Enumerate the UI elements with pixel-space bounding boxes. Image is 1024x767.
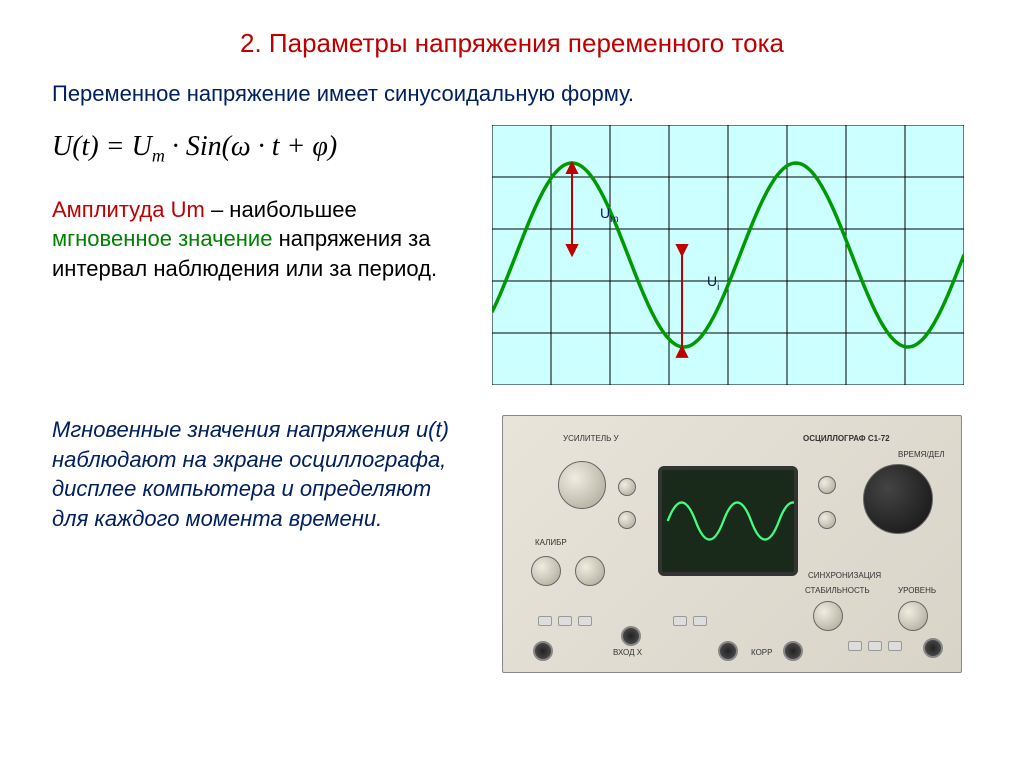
- bottom-row: Мгновенные значения напряжения u(t) набл…: [0, 385, 1024, 673]
- osc-screen: [658, 466, 798, 576]
- formula-eq: =: [99, 131, 132, 162]
- formula-dot: ·: [165, 131, 186, 162]
- osc-knob-level: [898, 601, 928, 631]
- amp-red: Амплитуда Um: [52, 197, 205, 222]
- osc-btn-5: [693, 616, 707, 626]
- osc-knob-pos2: [618, 511, 636, 529]
- osc-knob-gain: [558, 461, 606, 509]
- osc-label-sync: СИНХРОНИЗАЦИЯ: [808, 571, 881, 580]
- formula-phi: φ: [312, 131, 328, 162]
- chart-svg: [492, 125, 964, 385]
- formula-Um-m: m: [152, 146, 165, 166]
- osc-label-korr: КОРР: [751, 648, 772, 657]
- formula-dot2: ·: [251, 131, 272, 162]
- osc-label-stab: СТАБИЛЬНОСТЬ: [805, 586, 870, 595]
- osc-btn-1: [538, 616, 552, 626]
- formula-omega: ω: [231, 131, 251, 162]
- osc-label-amp: УСИЛИТЕЛЬ У: [563, 434, 619, 443]
- osc-screen-svg: [662, 470, 794, 572]
- label-Um-sub: m: [610, 214, 618, 225]
- osc-label-title: ОСЦИЛЛОГРАФ С1-72: [803, 434, 890, 443]
- subtitle: Переменное напряжение имеет синусоидальн…: [0, 59, 1024, 107]
- osc-socket-5: [923, 638, 943, 658]
- amplitude-paragraph: Амплитуда Um – наибольшее мгновенное зна…: [52, 195, 472, 284]
- osc-label-vhod: ВХОД Х: [613, 648, 642, 657]
- chart-label-ui: Ui: [707, 273, 719, 293]
- sine-chart: Um Ui: [492, 125, 964, 385]
- osc-knob-2: [575, 556, 605, 586]
- oscilloscope-photo: УСИЛИТЕЛЬ У ОСЦИЛЛОГРАФ С1-72 ВРЕМЯ/ДЕЛ …: [502, 415, 962, 673]
- formula-U: U: [52, 131, 72, 162]
- osc-label-level: УРОВЕНЬ: [898, 586, 936, 595]
- amp-green: мгновенное значение: [52, 226, 272, 251]
- osc-btn-7: [868, 641, 882, 651]
- formula-Um-U: U: [132, 131, 152, 162]
- bottom-paragraph: Мгновенные значения напряжения u(t) набл…: [52, 415, 472, 534]
- label-Ui-U: U: [707, 273, 717, 289]
- osc-btn-6: [848, 641, 862, 651]
- formula-sin: Sin: [186, 131, 222, 162]
- osc-label-kalibr: КАЛИБР: [535, 538, 567, 547]
- osc-socket-3: [718, 641, 738, 661]
- chart-container: Um Ui: [492, 125, 964, 385]
- osc-knob-t1: [818, 476, 836, 494]
- osc-btn-3: [578, 616, 592, 626]
- left-column: U(t) = Um · Sin(ω · t + φ) Амплитуда Um …: [52, 125, 472, 385]
- formula-open: (: [222, 131, 231, 162]
- formula: U(t) = Um · Sin(ω · t + φ): [52, 125, 472, 195]
- osc-socket-2: [621, 626, 641, 646]
- osc-btn-2: [558, 616, 572, 626]
- osc-knob-kalibr: [531, 556, 561, 586]
- content-row: U(t) = Um · Sin(ω · t + φ) Амплитуда Um …: [0, 107, 1024, 385]
- page-title: 2. Параметры напряжения переменного тока: [0, 0, 1024, 59]
- label-Um-U: U: [600, 205, 610, 221]
- osc-knob-pos1: [618, 478, 636, 496]
- osc-socket-4: [783, 641, 803, 661]
- formula-close: ): [328, 131, 337, 162]
- osc-knob-t2: [818, 511, 836, 529]
- osc-knob-stab: [813, 601, 843, 631]
- amp-black1: – наибольшее: [205, 197, 357, 222]
- formula-t: (t): [72, 131, 98, 162]
- chart-label-um: Um: [600, 205, 618, 225]
- osc-btn-8: [888, 641, 902, 651]
- formula-plus: +: [279, 131, 312, 162]
- osc-knob-timebase: [863, 464, 933, 534]
- label-Ui-sub: i: [717, 282, 719, 293]
- osc-socket-1: [533, 641, 553, 661]
- osc-label-time: ВРЕМЯ/ДЕЛ: [898, 450, 945, 459]
- osc-btn-4: [673, 616, 687, 626]
